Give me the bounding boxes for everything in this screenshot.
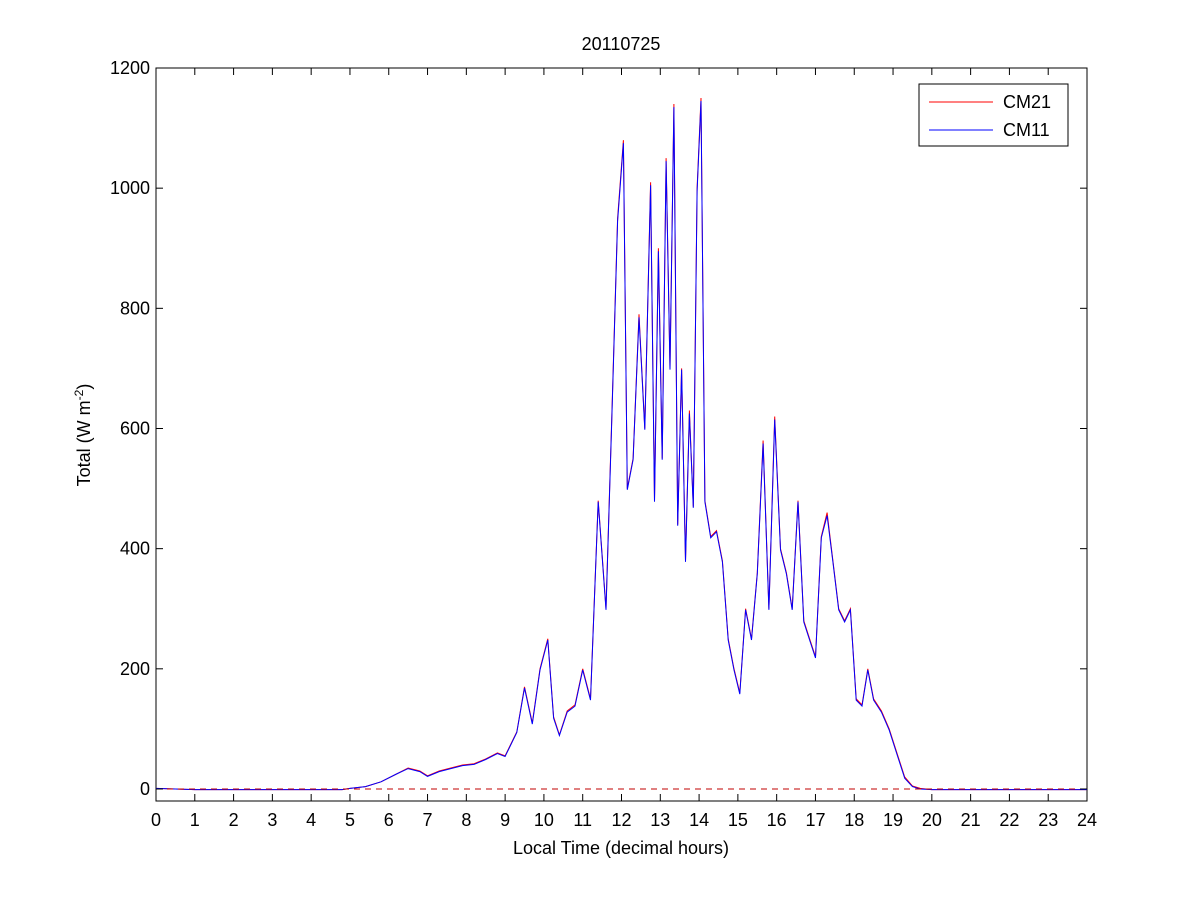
y-axis-label-suffix: ) [74,384,94,390]
x-tick-label: 16 [767,810,787,830]
series-layer [155,97,1087,791]
legend-label-cm11: CM11 [1003,120,1050,140]
y-axis-label: Total (W m-2) [72,384,94,487]
y-axis-label-prefix: Total (W m [74,400,94,486]
y-tick-label: 800 [120,298,150,318]
x-tick-label: 11 [573,810,592,830]
legend-label-cm21: CM21 [1003,92,1051,112]
x-tick-label: 10 [534,810,554,830]
x-tick-label: 4 [306,810,316,830]
x-tick-label: 3 [267,810,277,830]
series-line-cm11 [155,100,1087,791]
x-tick-label: 5 [345,810,355,830]
x-tick-label: 13 [650,810,670,830]
x-tick-label: 22 [999,810,1019,830]
y-tick-label: 200 [120,659,150,679]
x-tick-label: 0 [151,810,161,830]
x-tick-label: 24 [1077,810,1097,830]
x-axis-label: Local Time (decimal hours) [513,838,729,858]
x-tick-label: 20 [922,810,942,830]
x-tick-label: 14 [689,810,709,830]
x-tick-label: 8 [461,810,471,830]
y-tick-label: 400 [120,539,150,559]
legend: CM21 CM11 [918,83,1069,147]
x-tick-label: 18 [844,810,864,830]
y-axis: 0 200 400 600 800 1000 1200 [110,58,1087,799]
x-tick-label: 9 [500,810,510,830]
y-tick-label: 1000 [110,178,150,198]
y-tick-label: 1200 [110,58,150,78]
chart-title: 20110725 [582,34,661,54]
x-tick-label: 2 [229,810,239,830]
x-tick-label: 7 [423,810,433,830]
x-tick-label: 17 [805,810,825,830]
x-tick-label: 21 [961,810,981,830]
x-tick-label: 15 [728,810,748,830]
y-axis-label-superscript: -2 [72,389,86,400]
x-tick-label: 23 [1038,810,1058,830]
x-tick-label: 12 [611,810,631,830]
y-tick-label: 0 [140,779,150,799]
x-tick-label: 19 [883,810,903,830]
x-axis: 0 1 2 3 4 5 6 7 8 9 10 11 12 13 14 15 16 17 18 19 20 21 22 23 24 [151,68,1097,830]
legend-box [918,83,1069,147]
x-tick-label: 1 [190,810,200,830]
x-tick-label: 6 [384,810,394,830]
y-tick-label: 600 [120,418,150,438]
